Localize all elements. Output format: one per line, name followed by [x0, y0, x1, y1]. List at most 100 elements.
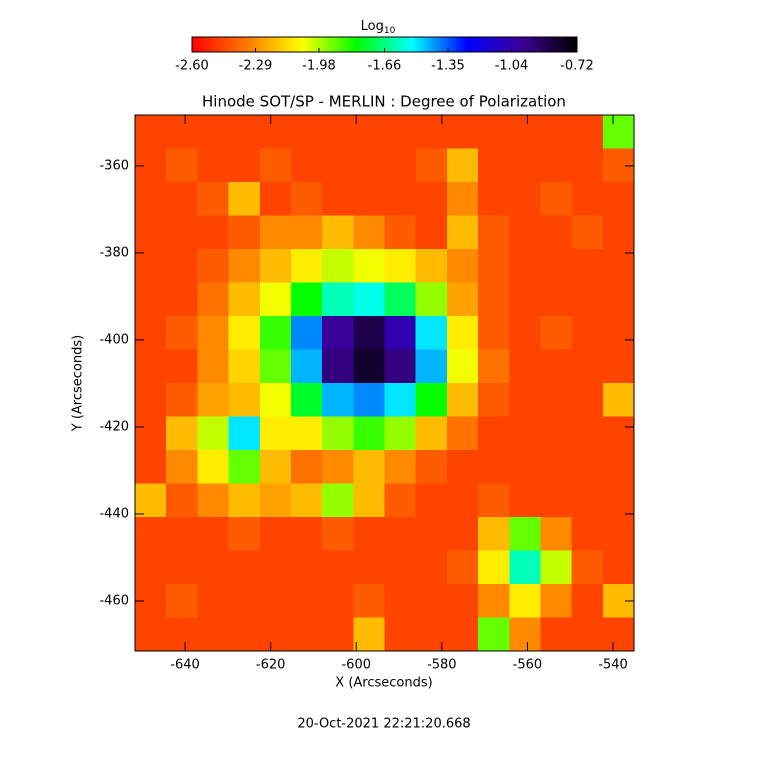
cell: [290, 550, 323, 585]
cell: [135, 450, 167, 485]
x-tick-label: -620: [256, 658, 286, 673]
cell: [478, 115, 510, 150]
cell: [353, 584, 386, 619]
cell: [571, 416, 604, 451]
cell: [322, 483, 354, 518]
cell: [571, 249, 604, 284]
cell: [509, 450, 542, 485]
cell: [322, 349, 354, 384]
cell: [384, 215, 417, 250]
cell: [166, 617, 198, 652]
cell: [197, 215, 230, 250]
cell: [228, 483, 261, 518]
cell: [197, 148, 230, 183]
cell: [290, 148, 323, 183]
cell: [571, 584, 604, 619]
cell: [353, 115, 386, 150]
cell: [384, 584, 417, 619]
cell: [509, 215, 542, 250]
cell: [415, 517, 448, 552]
cell: [571, 215, 604, 250]
cell: [446, 148, 479, 183]
y-tick-label: -440: [99, 506, 129, 521]
cell: [602, 383, 635, 418]
cell: [446, 584, 479, 619]
cell: [259, 483, 292, 518]
cell: [384, 249, 417, 284]
cell: [602, 617, 635, 652]
cell: [415, 550, 448, 585]
cell: [166, 148, 198, 183]
cell: [322, 550, 354, 585]
cell: [478, 416, 510, 451]
cell: [540, 182, 573, 217]
cell: [384, 517, 417, 552]
cell: [197, 584, 230, 619]
cell: [384, 316, 417, 351]
cell: [290, 383, 323, 418]
cell: [384, 550, 417, 585]
cell: [602, 349, 635, 384]
cell: [415, 584, 448, 619]
cell: [322, 617, 354, 652]
cell: [446, 115, 479, 150]
cell: [478, 550, 510, 585]
cell: [602, 517, 635, 552]
cell: [135, 517, 167, 552]
cell: [166, 282, 198, 317]
cell: [259, 182, 292, 217]
cell: [353, 383, 386, 418]
x-tick-label: -540: [598, 658, 628, 673]
cell: [290, 215, 323, 250]
cell: [384, 349, 417, 384]
cell: [290, 416, 323, 451]
colorbar-label: Log10: [361, 19, 396, 36]
cell: [509, 550, 542, 585]
colorbar-tick-label: -1.66: [368, 59, 402, 74]
cell: [415, 282, 448, 317]
cell: [322, 383, 354, 418]
cell: [602, 316, 635, 351]
colorbar-tick-label: -1.04: [495, 59, 529, 74]
cell: [135, 215, 167, 250]
cell: [290, 617, 323, 652]
cell: [571, 450, 604, 485]
cell: [384, 282, 417, 317]
x-tick-label: -640: [170, 658, 200, 673]
cell: [259, 383, 292, 418]
cell: [197, 115, 230, 150]
cell: [259, 215, 292, 250]
cell: [228, 215, 261, 250]
cell: [197, 349, 230, 384]
cell: [259, 282, 292, 317]
cell: [166, 517, 198, 552]
cell: [571, 182, 604, 217]
cell: [602, 182, 635, 217]
x-tick-label: -580: [427, 658, 457, 673]
cell: [415, 182, 448, 217]
cell: [290, 316, 323, 351]
plot-frame: [134, 114, 635, 652]
cell: [446, 617, 479, 652]
cell: [322, 215, 354, 250]
cell: [166, 316, 198, 351]
cell: [446, 316, 479, 351]
cell: [415, 416, 448, 451]
cell: [197, 182, 230, 217]
cell: [540, 148, 573, 183]
cell: [322, 584, 354, 619]
cell: [228, 249, 261, 284]
x-axis-label: X (Arcseconds): [335, 676, 432, 691]
cell: [540, 450, 573, 485]
cell: [478, 148, 510, 183]
cell: [384, 450, 417, 485]
cell: [228, 148, 261, 183]
cell: [602, 416, 635, 451]
cell: [197, 617, 230, 652]
cell: [509, 148, 542, 183]
cell: [290, 349, 323, 384]
cell: [446, 483, 479, 518]
cell: [415, 148, 448, 183]
cell: [135, 617, 167, 652]
